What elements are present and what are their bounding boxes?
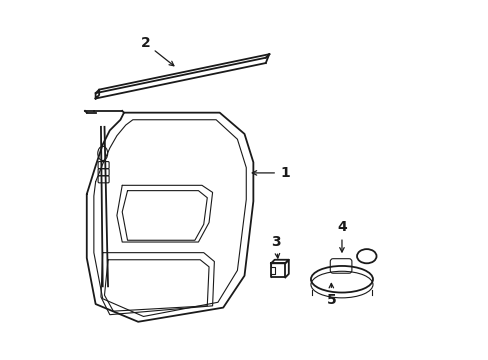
Text: 3: 3 — [271, 235, 281, 258]
Text: 2: 2 — [140, 36, 174, 66]
Text: 5: 5 — [326, 283, 336, 307]
Text: 4: 4 — [336, 220, 346, 252]
Text: 1: 1 — [252, 166, 289, 180]
